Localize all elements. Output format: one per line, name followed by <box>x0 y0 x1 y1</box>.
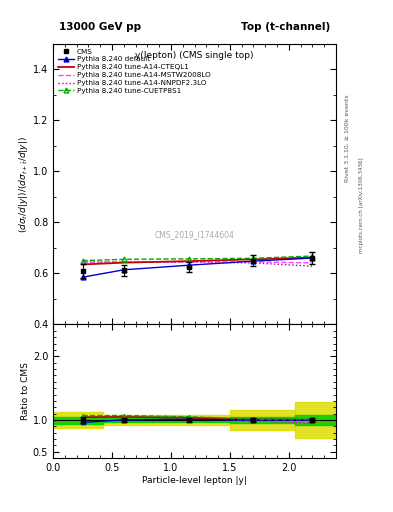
Pythia 8.240 tune-CUETP8S1 <box>80 258 85 264</box>
Line: Pythia 8.240 tune-CUETP8S1: Pythia 8.240 tune-CUETP8S1 <box>80 253 315 263</box>
Line: Pythia 8.240 tune-A14-NNPDF2.3LO: Pythia 8.240 tune-A14-NNPDF2.3LO <box>83 262 312 266</box>
Pythia 8.240 tune-A14-CTEQL1 <box>186 258 191 264</box>
Line: Pythia 8.240 default: Pythia 8.240 default <box>80 255 315 280</box>
Y-axis label: $(d\sigma_t/d|y|)/(d\sigma_{t+\bar{t}}/d|y|)$: $(d\sigma_t/d|y|)/(d\sigma_{t+\bar{t}}/d… <box>17 136 30 232</box>
Pythia 8.240 default <box>186 262 191 268</box>
Line: Pythia 8.240 tune-A14-MSTW2008LO: Pythia 8.240 tune-A14-MSTW2008LO <box>83 262 312 263</box>
Line: Pythia 8.240 tune-A14-CTEQL1: Pythia 8.240 tune-A14-CTEQL1 <box>83 258 312 264</box>
Pythia 8.240 tune-A14-MSTW2008LO <box>310 260 315 266</box>
Pythia 8.240 tune-A14-NNPDF2.3LO <box>251 260 256 266</box>
Pythia 8.240 tune-CUETP8S1 <box>121 257 126 263</box>
Text: mcplots.cern.ch [arXiv:1306.3436]: mcplots.cern.ch [arXiv:1306.3436] <box>359 157 364 252</box>
Text: Rivet 3.1.10, ≥ 100k events: Rivet 3.1.10, ≥ 100k events <box>345 94 350 182</box>
X-axis label: Particle-level lepton |y|: Particle-level lepton |y| <box>142 476 247 485</box>
Pythia 8.240 tune-A14-NNPDF2.3LO <box>121 259 126 265</box>
Text: y(lepton) (CMS single top): y(lepton) (CMS single top) <box>135 51 254 59</box>
Pythia 8.240 tune-A14-MSTW2008LO <box>80 259 85 265</box>
Text: Top (t-channel): Top (t-channel) <box>241 23 331 32</box>
Pythia 8.240 tune-A14-NNPDF2.3LO <box>186 259 191 265</box>
Pythia 8.240 tune-A14-CTEQL1 <box>310 254 315 261</box>
Pythia 8.240 tune-CUETP8S1 <box>310 253 315 259</box>
Pythia 8.240 tune-A14-CTEQL1 <box>80 261 85 267</box>
Pythia 8.240 tune-A14-NNPDF2.3LO <box>310 263 315 269</box>
Legend: CMS, Pythia 8.240 default, Pythia 8.240 tune-A14-CTEQL1, Pythia 8.240 tune-A14-M: CMS, Pythia 8.240 default, Pythia 8.240 … <box>57 47 212 95</box>
Pythia 8.240 tune-A14-CTEQL1 <box>121 260 126 266</box>
Pythia 8.240 default <box>80 274 85 280</box>
Pythia 8.240 default <box>121 267 126 273</box>
Text: CMS_2019_I1744604: CMS_2019_I1744604 <box>154 230 235 239</box>
Pythia 8.240 tune-CUETP8S1 <box>186 256 191 262</box>
Pythia 8.240 tune-A14-MSTW2008LO <box>186 259 191 265</box>
Pythia 8.240 default <box>251 258 256 264</box>
Pythia 8.240 tune-A14-MSTW2008LO <box>121 259 126 265</box>
Pythia 8.240 default <box>310 255 315 261</box>
Pythia 8.240 tune-A14-NNPDF2.3LO <box>80 259 85 265</box>
Pythia 8.240 tune-A14-CTEQL1 <box>251 257 256 263</box>
Y-axis label: Ratio to CMS: Ratio to CMS <box>21 362 30 420</box>
Pythia 8.240 tune-CUETP8S1 <box>251 255 256 262</box>
Text: 13000 GeV pp: 13000 GeV pp <box>59 23 141 32</box>
Pythia 8.240 tune-A14-MSTW2008LO <box>251 259 256 265</box>
